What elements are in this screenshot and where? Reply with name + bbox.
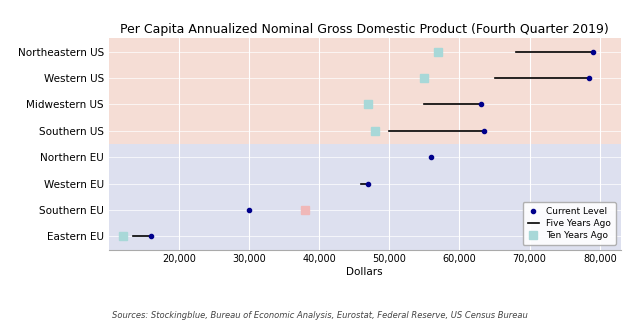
Bar — [109, 38, 621, 144]
Legend: Current Level, Five Years Ago, Ten Years Ago: Current Level, Five Years Ago, Ten Years… — [522, 202, 616, 245]
Bar — [109, 144, 621, 250]
X-axis label: Dollars: Dollars — [346, 267, 383, 277]
Title: Per Capita Annualized Nominal Gross Domestic Product (Fourth Quarter 2019): Per Capita Annualized Nominal Gross Dome… — [120, 23, 609, 36]
Text: Sources: Stockingblue, Bureau of Economic Analysis, Eurostat, Federal Reserve, U: Sources: Stockingblue, Bureau of Economi… — [112, 311, 528, 320]
